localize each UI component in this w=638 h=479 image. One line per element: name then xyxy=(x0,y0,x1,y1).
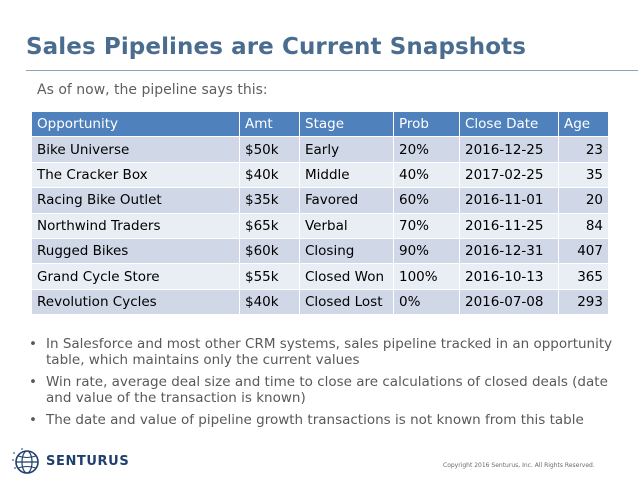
header-amount: Amt xyxy=(239,110,300,138)
cell-opportunity: Revolution Cycles xyxy=(31,288,240,316)
table-row: Northwind Traders $65k Verbal 70% 2016-1… xyxy=(31,212,609,239)
bullet-marker: • xyxy=(29,374,37,390)
bullet-text: Win rate, average deal size and time to … xyxy=(46,374,608,406)
table-row: Bike Universe $50k Early 20% 2016-12-25 … xyxy=(31,136,609,163)
header-close-date: Close Date xyxy=(459,110,559,138)
slide-subtitle: As of now, the pipeline says this: xyxy=(37,82,268,98)
senturus-globe-icon xyxy=(12,448,39,474)
cell-stage: Early xyxy=(299,136,394,163)
cell-probability: 60% xyxy=(393,187,460,214)
bullet-item: • In Salesforce and most other CRM syste… xyxy=(29,336,619,368)
cell-stage: Verbal xyxy=(299,212,394,239)
cell-close-date: 2016-10-13 xyxy=(459,263,559,290)
bullet-marker: • xyxy=(29,336,37,352)
cell-opportunity: Grand Cycle Store xyxy=(31,263,240,290)
header-age: Age xyxy=(558,110,609,138)
cell-opportunity: The Cracker Box xyxy=(31,161,240,189)
cell-amount: $35k xyxy=(239,187,300,214)
cell-probability: 0% xyxy=(393,288,460,316)
table-header-row: Opportunity Amt Stage Prob Close Date Ag… xyxy=(31,110,609,138)
cell-age: 23 xyxy=(558,136,609,163)
cell-opportunity: Bike Universe xyxy=(31,136,240,163)
cell-stage: Middle xyxy=(299,161,394,189)
cell-stage: Favored xyxy=(299,187,394,214)
cell-age: 35 xyxy=(558,161,609,189)
bullet-marker: • xyxy=(29,412,37,428)
cell-close-date: 2016-12-25 xyxy=(459,136,559,163)
table-row: Revolution Cycles $40k Closed Lost 0% 20… xyxy=(31,288,609,316)
cell-close-date: 2016-11-01 xyxy=(459,187,559,214)
header-probability: Prob xyxy=(393,110,460,138)
title-divider xyxy=(26,70,638,71)
pipeline-table: Opportunity Amt Stage Prob Close Date Ag… xyxy=(31,110,609,316)
cell-probability: 20% xyxy=(393,136,460,163)
cell-amount: $60k xyxy=(239,237,300,265)
bullet-text: The date and value of pipeline growth tr… xyxy=(46,412,584,428)
cell-age: 84 xyxy=(558,212,609,239)
bullet-item: • The date and value of pipeline growth … xyxy=(29,412,619,428)
slide-title: Sales Pipelines are Current Snapshots xyxy=(26,34,527,60)
cell-stage: Closed Lost xyxy=(299,288,394,316)
cell-stage: Closing xyxy=(299,237,394,265)
cell-amount: $50k xyxy=(239,136,300,163)
header-stage: Stage xyxy=(299,110,394,138)
header-opportunity: Opportunity xyxy=(31,110,240,138)
cell-close-date: 2016-12-31 xyxy=(459,237,559,265)
bullet-text: In Salesforce and most other CRM systems… xyxy=(46,336,613,368)
cell-close-date: 2016-11-25 xyxy=(459,212,559,239)
cell-opportunity: Northwind Traders xyxy=(31,212,240,239)
cell-amount: $65k xyxy=(239,212,300,239)
copyright-notice: Copyright 2016 Senturus, Inc. All Rights… xyxy=(443,462,595,469)
bullet-list: • In Salesforce and most other CRM syste… xyxy=(29,336,619,434)
cell-probability: 100% xyxy=(393,263,460,290)
cell-age: 20 xyxy=(558,187,609,214)
cell-opportunity: Rugged Bikes xyxy=(31,237,240,265)
table-row: The Cracker Box $40k Middle 40% 2017-02-… xyxy=(31,161,609,189)
cell-amount: $40k xyxy=(239,288,300,316)
table-row: Rugged Bikes $60k Closing 90% 2016-12-31… xyxy=(31,237,609,265)
bullet-item: • Win rate, average deal size and time t… xyxy=(29,374,619,406)
logo-text: SENTURUS xyxy=(46,454,130,469)
cell-stage: Closed Won xyxy=(299,263,394,290)
cell-amount: $40k xyxy=(239,161,300,189)
cell-opportunity: Racing Bike Outlet xyxy=(31,187,240,214)
table-row: Racing Bike Outlet $35k Favored 60% 2016… xyxy=(31,187,609,214)
cell-amount: $55k xyxy=(239,263,300,290)
cell-probability: 90% xyxy=(393,237,460,265)
cell-age: 365 xyxy=(558,263,609,290)
cell-probability: 40% xyxy=(393,161,460,189)
cell-age: 407 xyxy=(558,237,609,265)
cell-close-date: 2017-02-25 xyxy=(459,161,559,189)
cell-close-date: 2016-07-08 xyxy=(459,288,559,316)
cell-probability: 70% xyxy=(393,212,460,239)
cell-age: 293 xyxy=(558,288,609,316)
table-row: Grand Cycle Store $55k Closed Won 100% 2… xyxy=(31,263,609,290)
